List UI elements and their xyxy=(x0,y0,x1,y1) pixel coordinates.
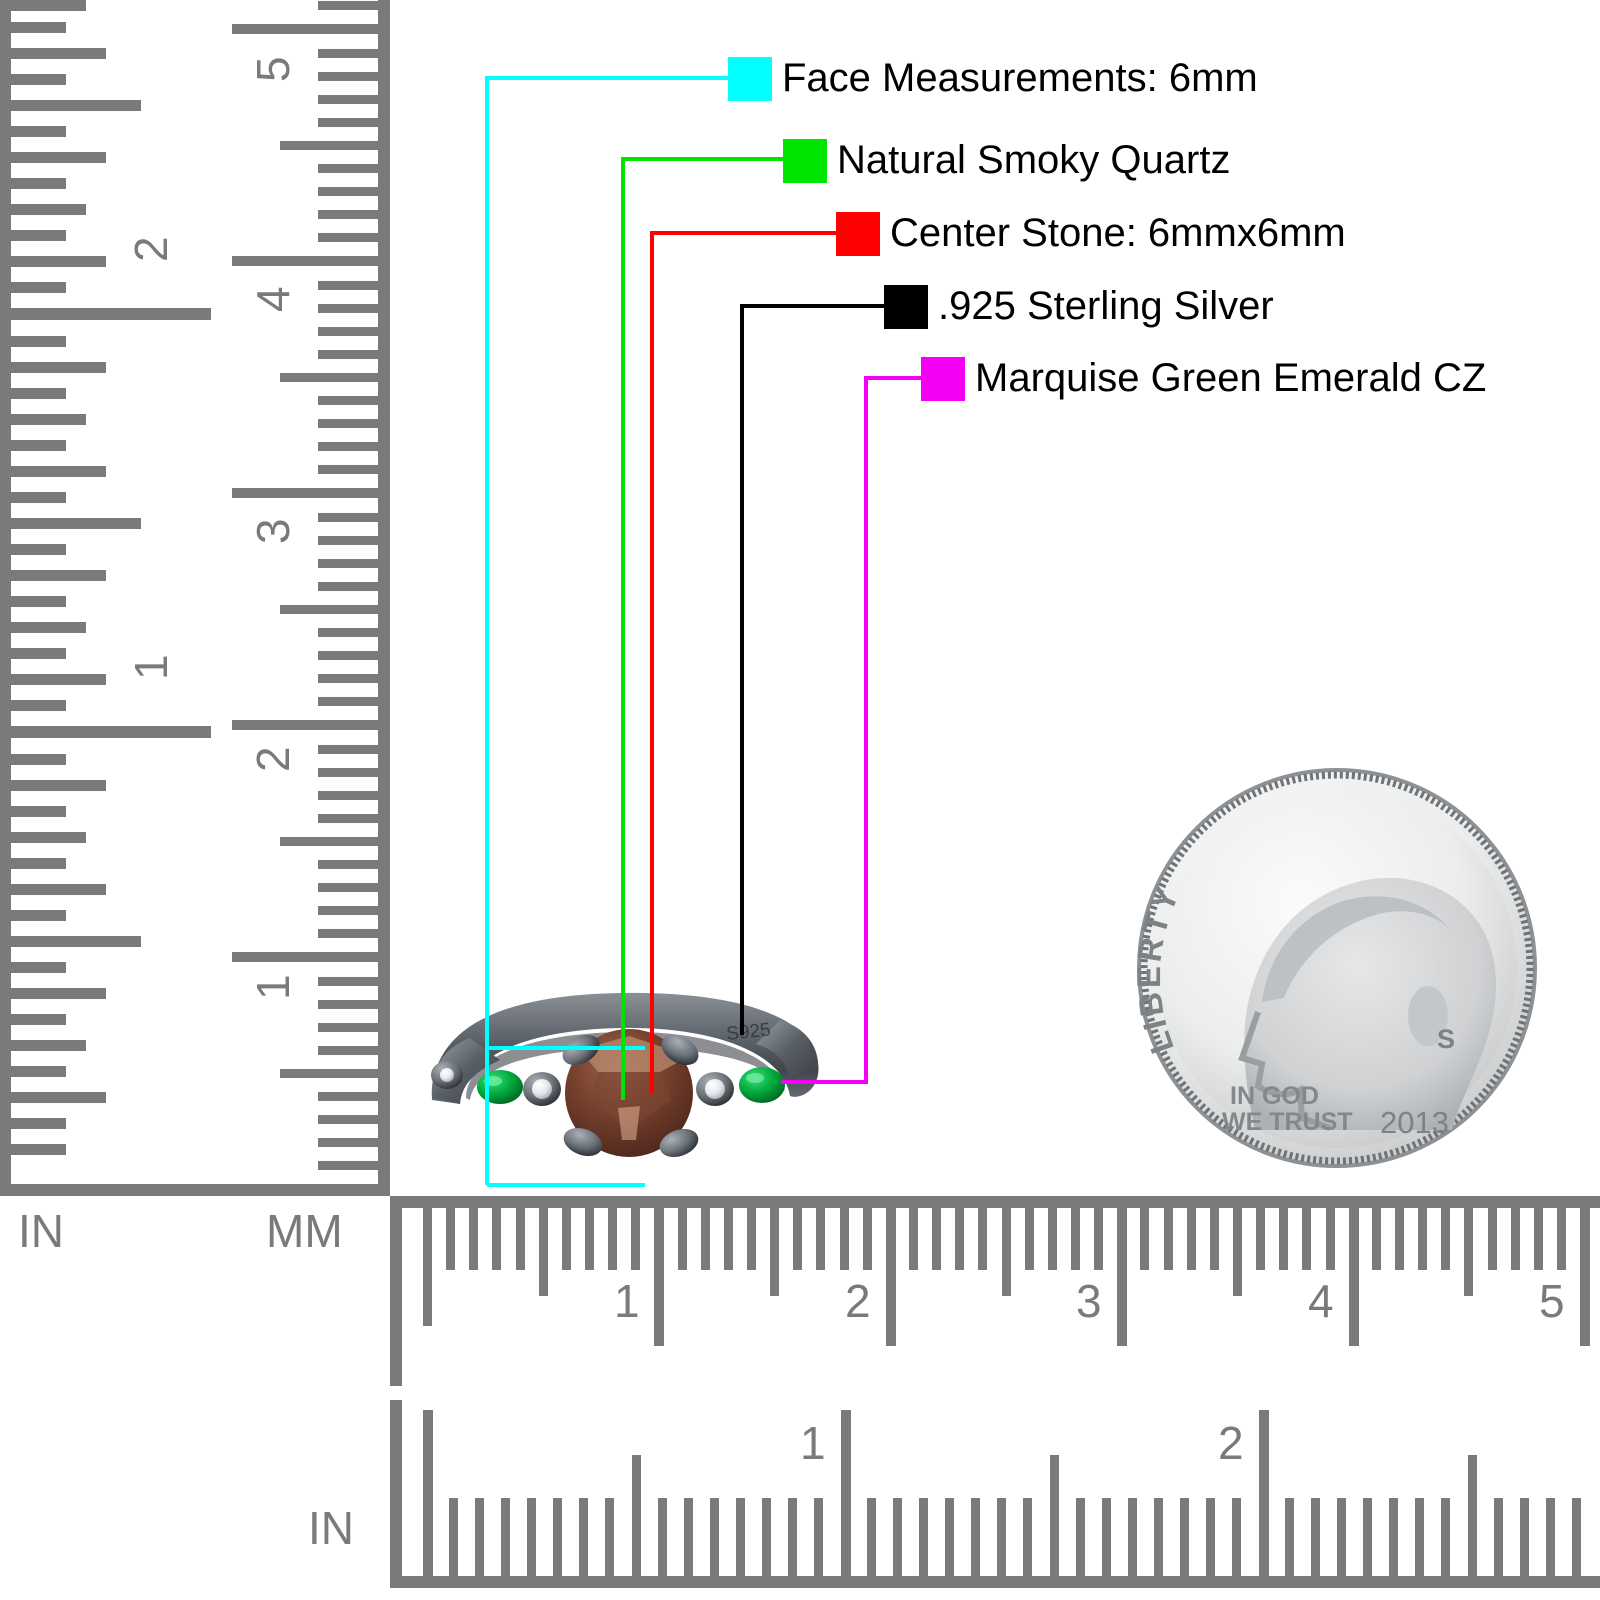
legend-label-natural-smoky-quartz: Natural Smoky Quartz xyxy=(837,138,1231,182)
left-ruler-unit-mm: MM xyxy=(266,1205,343,1257)
bottom-ruler-unit-in: IN xyxy=(308,1502,354,1554)
bottom-ruler-left-edge xyxy=(390,1196,402,1386)
coin-ear xyxy=(1408,986,1448,1046)
left-ruler-mm-number-2: 2 xyxy=(247,746,299,772)
bottom-ruler-mm-number-1: 1 xyxy=(614,1275,640,1327)
inch-ticks xyxy=(11,0,211,1155)
legend-label-marquise-green-emerald-cz: Marquise Green Emerald CZ xyxy=(975,356,1487,400)
cz-far-left xyxy=(440,1068,454,1082)
leader-lines xyxy=(485,76,921,1187)
bottom-ruler-mm-number-4: 4 xyxy=(1308,1275,1334,1327)
bottom-ruler-mm-number-5: 5 xyxy=(1539,1275,1565,1327)
prong-bottom-left xyxy=(563,1127,603,1157)
left-ruler-mm-number-5: 5 xyxy=(247,56,299,82)
ring-stamp-s925: S925 xyxy=(725,1019,771,1045)
legend-swatch-sterling-silver xyxy=(884,285,928,329)
cz-right xyxy=(705,1079,725,1099)
ruler-edge-mid xyxy=(378,0,390,1196)
bottom-ruler-baseline xyxy=(390,1576,1600,1588)
legend-swatch-marquise-green-emerald-cz xyxy=(921,357,965,401)
emerald-left xyxy=(477,1070,523,1104)
bottom-inch-ticks xyxy=(423,1410,1581,1576)
left-ruler-inch-number-2: 2 xyxy=(125,236,177,262)
legend-swatch-natural-smoky-quartz xyxy=(783,139,827,183)
emerald-right-highlight xyxy=(746,1073,764,1083)
legend-label-face-measurements: Face Measurements: 6mm xyxy=(782,56,1258,100)
bottom-ruler-mm-number-3: 3 xyxy=(1076,1275,1102,1327)
left-ruler-mm-number-4: 4 xyxy=(247,286,299,312)
shank-right xyxy=(756,1020,818,1082)
ruler-edge-bottom xyxy=(0,1184,390,1196)
left-ruler-mm-number-1: 1 xyxy=(247,974,299,1000)
prong-bottom-right xyxy=(659,1128,699,1158)
bottom-ruler-top-edge xyxy=(390,1196,1600,1208)
legend-swatch-face-measurements xyxy=(728,57,772,101)
bottom-mm-ticks xyxy=(423,1208,1590,1346)
left-ruler-mm-number-3: 3 xyxy=(247,518,299,544)
left-ruler-inch-number-1: 1 xyxy=(125,654,177,680)
center-stone-sparkle xyxy=(618,1106,640,1140)
coin-profile-line xyxy=(1238,1011,1332,1131)
bottom-ruler-mm-number-2: 2 xyxy=(845,1275,871,1327)
legend-label-center-stone: Center Stone: 6mmx6mm xyxy=(890,211,1346,255)
leader-face-measurements xyxy=(485,76,728,1185)
mm-ticks xyxy=(232,1,378,1170)
ruler-edge-left xyxy=(0,0,11,1196)
left-ruler-unit-in: IN xyxy=(18,1205,64,1257)
coin-text-ingod: IN GOD xyxy=(1230,1082,1319,1110)
bottom-ruler-left-edge2 xyxy=(390,1400,402,1588)
coin-text-mintmark: S xyxy=(1437,1024,1455,1054)
bottom-ruler-inch-number-1: 1 xyxy=(800,1417,826,1469)
leader-smoky-quartz xyxy=(621,157,783,1100)
ring-band-back xyxy=(431,992,819,1104)
prong-top-right xyxy=(661,1034,699,1066)
center-stone-table xyxy=(580,1036,690,1072)
emerald-right xyxy=(739,1067,785,1103)
bottom-horizontal-ruler xyxy=(390,1196,1600,1588)
leader-marquise-cz xyxy=(781,376,921,1084)
legend-swatch-center-stone xyxy=(836,212,880,256)
coin-text-wetrust: WE TRUST xyxy=(1222,1108,1353,1136)
coin-hair xyxy=(1262,896,1452,1002)
bottom-ruler-inch-number-2: 2 xyxy=(1218,1417,1244,1469)
left-vertical-ruler xyxy=(0,0,390,1196)
leader-sterling-silver xyxy=(740,304,884,1035)
leader-center-stone xyxy=(650,231,836,1093)
coin-dime: LIBERTY IN GOD WE TRUST 2013 S xyxy=(1130,768,1537,1168)
legend-label-sterling-silver: .925 Sterling Silver xyxy=(938,284,1274,328)
cz-left xyxy=(532,1079,552,1099)
coin-text-year: 2013 xyxy=(1380,1105,1449,1140)
